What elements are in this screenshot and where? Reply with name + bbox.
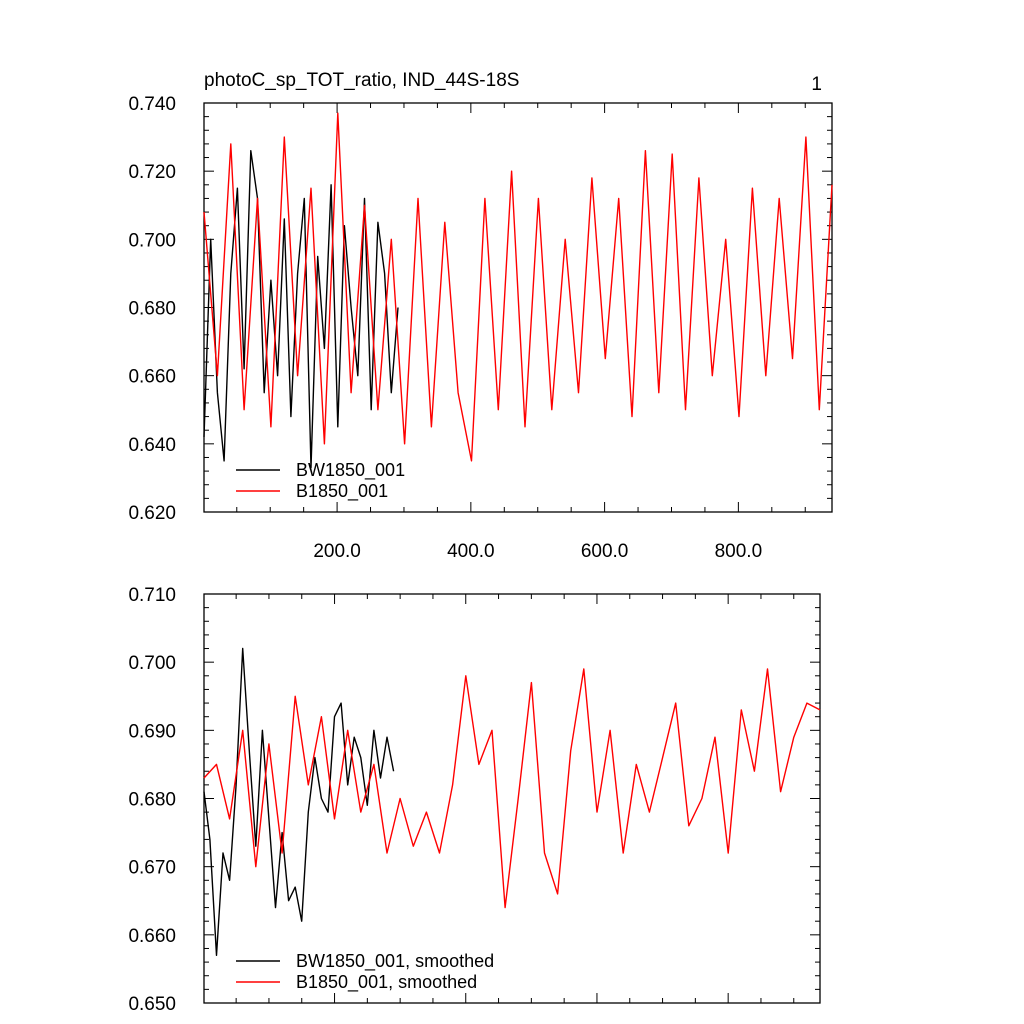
y-tick-label: 0.720: [128, 162, 176, 183]
y-tick-label: 0.710: [128, 585, 176, 606]
legend-label: B1850_001, smoothed: [296, 972, 477, 993]
y-tick-label: 0.700: [128, 653, 176, 674]
y-tick-label: 0.690: [128, 721, 176, 742]
legend-label: BW1850_001, smoothed: [296, 951, 494, 972]
series-line-bw1850-001-smoothed: [203, 647, 395, 956]
y-tick-label: 0.650: [128, 994, 176, 1015]
y-tick-label: 0.670: [128, 858, 176, 879]
y-tick-label: 0.620: [128, 503, 176, 524]
top-chart-panel: 0.620 0.640 0.660 0.680 0.700 0.720 0.740 200.0…: [128, 94, 833, 562]
y-tick-label: 0.660: [128, 926, 176, 947]
legend-label: BW1850_001: [296, 460, 405, 481]
y-tick-label: 0.680: [128, 790, 176, 811]
series-line-b1850-001: [203, 112, 833, 462]
series-line-bw1850-001: [203, 149, 399, 469]
y-tick-label: 0.660: [128, 367, 176, 388]
bottom-chart-panel: 0.650 0.660 0.670 0.680 0.690 0.700 0.710 BW185…: [128, 585, 821, 1015]
chart-title: photoC_sp_TOT_ratio, IND_44S-18S: [204, 70, 519, 91]
legend-label: B1850_001: [296, 481, 388, 502]
x-tick-label: 800.0: [715, 541, 763, 562]
y-tick-label: 0.680: [128, 299, 176, 320]
y-tick-label: 0.640: [128, 435, 176, 456]
y-tick-label: 0.740: [128, 94, 176, 115]
x-tick-label: 200.0: [313, 541, 361, 562]
x-tick-label: 400.0: [447, 541, 495, 562]
x-tick-label: 600.0: [581, 541, 629, 562]
page-number: 1: [811, 74, 822, 95]
series-line-b1850-001-smoothed: [203, 668, 821, 909]
y-tick-label: 0.700: [128, 230, 176, 251]
